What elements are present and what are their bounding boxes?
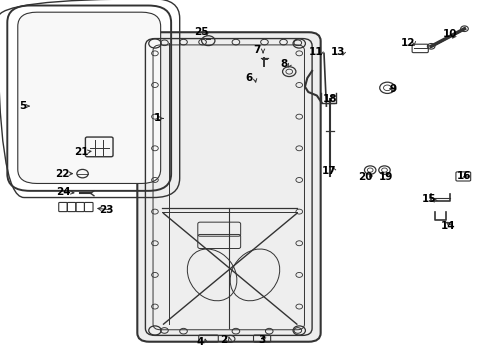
FancyBboxPatch shape: [137, 32, 320, 342]
Text: 19: 19: [378, 172, 392, 182]
Text: 12: 12: [400, 38, 415, 48]
Text: 10: 10: [442, 29, 456, 39]
Text: 3: 3: [258, 335, 265, 345]
Text: 25: 25: [194, 27, 208, 37]
Text: 6: 6: [245, 73, 252, 83]
Text: 22: 22: [55, 168, 69, 179]
Text: 18: 18: [322, 94, 337, 104]
Text: 23: 23: [99, 205, 113, 215]
Text: 13: 13: [330, 46, 345, 57]
Text: 11: 11: [308, 46, 323, 57]
Text: 2: 2: [220, 335, 227, 345]
Text: 20: 20: [357, 172, 372, 182]
Text: 15: 15: [421, 194, 435, 204]
Text: 1: 1: [153, 113, 161, 123]
Text: 8: 8: [280, 59, 287, 69]
Text: 4: 4: [196, 337, 203, 347]
FancyBboxPatch shape: [18, 12, 161, 184]
Text: 21: 21: [74, 147, 88, 157]
Text: 16: 16: [456, 171, 471, 181]
Text: 9: 9: [389, 84, 396, 94]
Text: 14: 14: [440, 221, 454, 231]
Text: 7: 7: [253, 45, 261, 55]
Text: 24: 24: [56, 187, 71, 197]
Text: 5: 5: [19, 101, 26, 111]
Text: 17: 17: [321, 166, 335, 176]
